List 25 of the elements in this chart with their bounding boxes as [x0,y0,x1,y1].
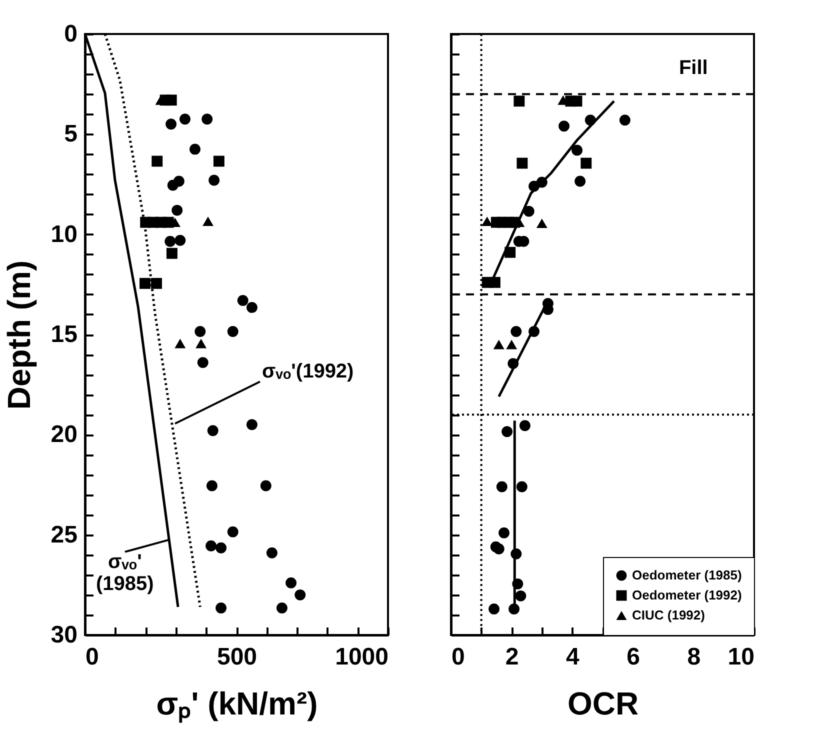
x-tick-label: 0 [452,644,465,670]
annotation: Fill [678,57,708,79]
x-tick-label: 10 [728,644,754,670]
x-tick-label: 1000 [335,644,388,670]
y-tick-label: 10 [50,220,78,248]
x-tick-label: 500 [216,644,258,670]
y-tick-label: 20 [50,421,78,448]
annotation: σᵥₒ'(1992) [262,360,354,383]
y-tick-label: 0 [64,20,78,48]
x-axis-title: σₚ' (kN/m²) [156,686,318,724]
x-tick-label: 6 [626,644,640,670]
x-tick-label: 4 [566,644,580,670]
y-tick-label: 15 [50,321,78,348]
legend-label: Oedometer (1985) [632,568,742,582]
legend-label: CIUC (1992) [632,608,705,622]
x-tick-label: 0 [86,644,99,670]
x-tick-label: 2 [505,644,519,670]
x-axis-title: OCR [567,686,639,722]
x-tick-label: 8 [687,644,701,670]
y-tick-label: 5 [64,120,78,148]
annotation: σᵥₒ' (1985) [96,550,154,595]
y-axis-title: Depth (m) [0,260,37,410]
legend-label: Oedometer (1992) [632,588,742,602]
y-tick-label: 30 [50,622,78,648]
y-tick-label: 25 [50,521,78,548]
